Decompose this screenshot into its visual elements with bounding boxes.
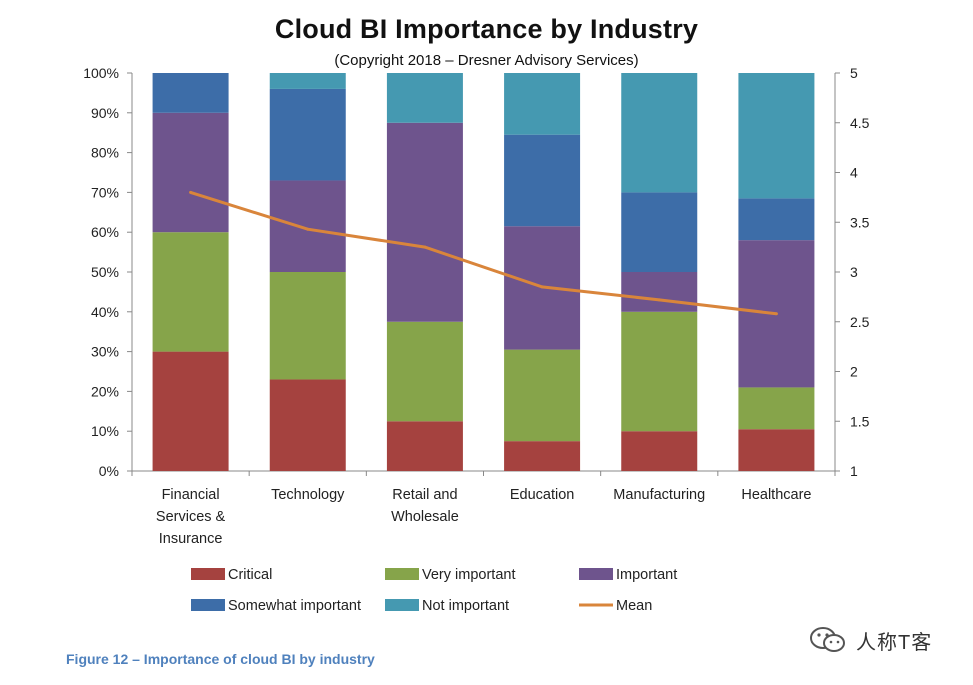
x-tick-label: Healthcare	[741, 487, 811, 503]
y-right-tick-label: 4.5	[850, 115, 870, 131]
bar-segment	[386, 122, 463, 322]
bar-segment	[621, 431, 698, 471]
legend-swatch	[191, 568, 225, 580]
y-right-tick-label: 4	[850, 165, 858, 181]
mean-point	[540, 285, 544, 289]
y-left-tick-label: 30%	[91, 344, 119, 360]
mean-point	[306, 227, 310, 231]
mean-point	[189, 190, 193, 194]
bar-segment	[269, 379, 346, 471]
y-left-tick-label: 10%	[91, 423, 119, 439]
bar-segment	[738, 429, 815, 471]
bar-segment	[621, 311, 698, 432]
y-right-tick-label: 2	[850, 364, 858, 380]
figure-caption: Figure 12 – Importance of cloud BI by in…	[66, 651, 375, 667]
x-tick-label: Financial	[162, 487, 220, 503]
y-left-tick-label: 0%	[99, 463, 119, 479]
y-left-tick-label: 60%	[91, 224, 119, 240]
bar-segment	[386, 421, 463, 471]
wechat-icon	[810, 627, 845, 652]
x-tick-label: Services &	[156, 509, 226, 525]
x-tick-label: Wholesale	[391, 509, 459, 525]
legend-label: Important	[616, 567, 677, 583]
legend-label: Mean	[616, 598, 652, 614]
watermark-text: 人称T客	[856, 631, 933, 654]
bar-segment	[269, 272, 346, 380]
bar-segment	[621, 272, 698, 312]
x-tick-label: Education	[510, 487, 575, 503]
legend-swatch	[191, 599, 225, 611]
y-right-tick-label: 3.5	[850, 214, 870, 230]
y-left-tick-label: 50%	[91, 264, 119, 280]
legend-swatch	[385, 599, 419, 611]
bar-segment	[386, 321, 463, 422]
y-left-tick-label: 70%	[91, 184, 119, 200]
bar-segment	[504, 349, 581, 442]
bar-segment	[269, 88, 346, 181]
y-right-tick-label: 1	[850, 463, 858, 479]
y-left-tick-label: 40%	[91, 304, 119, 320]
y-right-tick-label: 1.5	[850, 413, 870, 429]
mean-point	[774, 312, 778, 316]
y-left-tick-label: 100%	[83, 65, 119, 81]
mean-line	[190, 190, 777, 316]
bar-segment	[152, 232, 229, 352]
legend-label: Not important	[422, 598, 509, 614]
legend-swatch	[579, 568, 613, 580]
x-tick-label: Insurance	[159, 531, 223, 547]
bar-segment	[621, 192, 698, 272]
y-left-tick-label: 80%	[91, 145, 119, 161]
bar-segment	[152, 112, 229, 233]
legend-label: Very important	[422, 567, 516, 583]
bar-segment	[504, 73, 581, 135]
mean-point	[423, 245, 427, 249]
bar-segment	[269, 180, 346, 272]
y-left-tick-label: 90%	[91, 105, 119, 121]
bar-segment	[504, 441, 581, 471]
bar-segment	[504, 134, 581, 227]
x-tick-label: Manufacturing	[613, 487, 705, 503]
bar-segment	[386, 73, 463, 123]
mean-point	[657, 298, 661, 302]
legend-label: Somewhat important	[228, 598, 361, 614]
bar-segment	[738, 73, 815, 199]
x-tick-label: Technology	[271, 487, 345, 503]
legend-swatch	[385, 568, 419, 580]
watermark: 人称T客	[808, 625, 932, 655]
y-right-tick-label: 2.5	[850, 314, 870, 330]
y-right-tick-label: 3	[850, 264, 858, 280]
bar-segment	[738, 198, 815, 241]
legend-label: Critical	[228, 567, 272, 583]
chart-subtitle: (Copyright 2018 – Dresner Advisory Servi…	[334, 52, 639, 69]
bar-segment	[269, 73, 346, 89]
bar-segment	[738, 387, 815, 430]
x-tick-label: Retail and	[392, 487, 457, 503]
bar-segment	[621, 73, 698, 193]
y-left-tick-label: 20%	[91, 383, 119, 399]
chart-title: Cloud BI Importance by Industry	[274, 14, 699, 44]
bar-segment	[152, 73, 229, 113]
bar-segment	[152, 351, 229, 471]
y-right-tick-label: 5	[850, 65, 858, 81]
